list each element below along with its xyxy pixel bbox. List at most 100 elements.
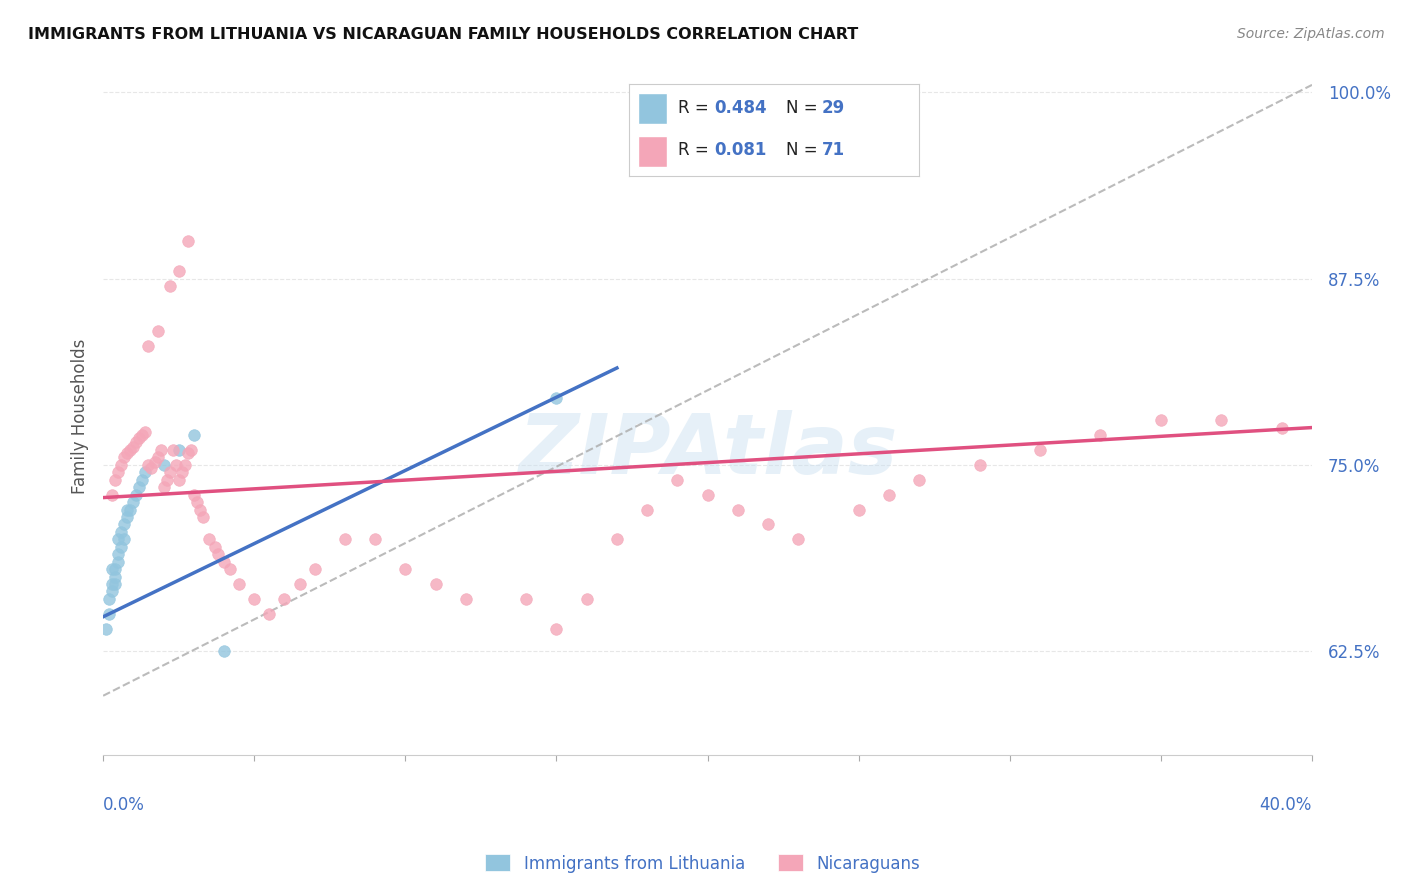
Point — [101, 584, 124, 599]
Text: IMMIGRANTS FROM LITHUANIA VS NICARAGUAN FAMILY HOUSEHOLDS CORRELATION CHART: IMMIGRANTS FROM LITHUANIA VS NICARAGUAN … — [28, 27, 859, 42]
Point — [101, 577, 124, 591]
Text: 40.0%: 40.0% — [1260, 796, 1312, 814]
Point — [173, 458, 195, 472]
Point — [848, 502, 870, 516]
Point — [243, 591, 266, 606]
Point — [107, 465, 129, 479]
Point — [180, 442, 202, 457]
Point — [138, 338, 160, 352]
Point — [107, 555, 129, 569]
Point — [183, 488, 205, 502]
Point — [104, 577, 127, 591]
Point — [125, 435, 148, 450]
Point — [110, 458, 132, 472]
Point — [117, 446, 139, 460]
Point — [146, 324, 169, 338]
Point — [122, 440, 145, 454]
Point — [394, 562, 416, 576]
Point — [110, 524, 132, 539]
Point — [117, 510, 139, 524]
Point — [98, 607, 121, 621]
Point — [167, 442, 190, 457]
Point — [204, 540, 226, 554]
Point — [756, 517, 779, 532]
Point — [141, 460, 163, 475]
Point — [191, 510, 214, 524]
Point — [1150, 413, 1173, 427]
Point — [183, 428, 205, 442]
Point — [110, 540, 132, 554]
Point — [787, 533, 810, 547]
Point — [146, 450, 169, 465]
Point — [546, 391, 568, 405]
Point — [177, 446, 200, 460]
Point — [107, 547, 129, 561]
Point — [162, 442, 184, 457]
Point — [198, 533, 221, 547]
Point — [696, 488, 718, 502]
Point — [155, 473, 177, 487]
Point — [177, 235, 200, 249]
Point — [167, 264, 190, 278]
Point — [425, 577, 447, 591]
Point — [364, 533, 387, 547]
Point — [259, 607, 281, 621]
Legend: Immigrants from Lithuania, Nicaraguans: Immigrants from Lithuania, Nicaraguans — [479, 847, 927, 880]
Point — [125, 488, 148, 502]
Point — [666, 473, 689, 487]
Y-axis label: Family Households: Family Households — [72, 339, 89, 494]
Point — [212, 555, 235, 569]
Point — [101, 488, 124, 502]
Point — [128, 480, 150, 494]
Point — [94, 622, 117, 636]
Point — [304, 562, 326, 576]
Point — [877, 488, 900, 502]
Point — [152, 458, 174, 472]
Point — [98, 591, 121, 606]
Point — [188, 502, 211, 516]
Point — [138, 458, 160, 472]
Point — [273, 591, 295, 606]
Point — [170, 465, 193, 479]
Text: ZIPAtlas: ZIPAtlas — [517, 409, 897, 491]
Point — [134, 425, 156, 439]
Point — [228, 577, 250, 591]
Point — [288, 577, 311, 591]
Point — [117, 502, 139, 516]
Point — [212, 644, 235, 658]
Point — [969, 458, 991, 472]
Point — [107, 533, 129, 547]
Point — [120, 442, 142, 457]
Point — [908, 473, 931, 487]
Point — [515, 591, 537, 606]
Point — [120, 502, 142, 516]
Point — [128, 431, 150, 445]
Point — [159, 465, 181, 479]
Point — [727, 502, 749, 516]
Point — [104, 473, 127, 487]
Point — [186, 495, 208, 509]
Point — [112, 533, 135, 547]
Point — [134, 465, 156, 479]
Point — [546, 622, 568, 636]
Point — [143, 455, 166, 469]
Point — [131, 428, 153, 442]
Point — [104, 562, 127, 576]
Point — [101, 562, 124, 576]
Point — [149, 442, 172, 457]
Point — [636, 502, 658, 516]
Point — [1271, 420, 1294, 434]
Point — [112, 450, 135, 465]
Text: 0.0%: 0.0% — [103, 796, 145, 814]
Point — [207, 547, 229, 561]
Point — [219, 562, 242, 576]
Point — [131, 473, 153, 487]
Point — [112, 517, 135, 532]
Point — [1211, 413, 1233, 427]
Point — [122, 495, 145, 509]
Point — [1029, 442, 1052, 457]
Point — [152, 480, 174, 494]
Point — [1090, 428, 1112, 442]
Text: Source: ZipAtlas.com: Source: ZipAtlas.com — [1237, 27, 1385, 41]
Point — [454, 591, 477, 606]
